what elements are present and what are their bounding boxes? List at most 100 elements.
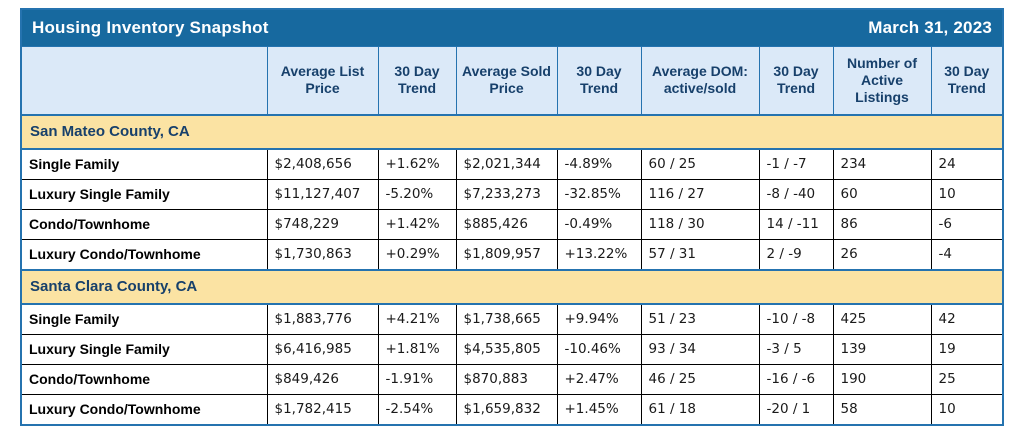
table-row: Luxury Single Family $6,416,985 +1.81% $4,5… [20,333,1004,365]
sold-price-trend: +13.22% [556,238,642,270]
row-label: Single Family [20,303,268,335]
col-header-avg-list-price: Average List Price [266,46,379,115]
active-listings: 234 [832,148,932,180]
list-price-trend: +4.21% [377,303,457,335]
housing-inventory-table: Housing Inventory Snapshot March 31, 202… [20,8,1005,426]
table-row: Condo/Townhome $748,229 +1.42% $885,426 -0.4… [20,208,1004,240]
report-date: March 31, 2023 [868,18,993,37]
dom-trend: 2 / -9 [758,238,834,270]
sold-price-trend: +9.94% [556,303,642,335]
dom-trend: -1 / -7 [758,148,834,180]
section-header-row: San Mateo County, CA [21,113,1004,150]
dom-trend: -3 / 5 [758,333,834,365]
row-label: Condo/Townhome [20,363,268,395]
row-label: Luxury Condo/Townhome [20,238,268,270]
avg-list-price: $6,416,985 [266,333,379,365]
avg-list-price: $748,229 [266,208,379,240]
avg-dom: 93 / 34 [640,333,760,365]
listings-trend: 10 [930,178,1004,210]
title-bar-row: Housing Inventory Snapshot March 31, 202… [21,9,1004,47]
row-label: Single Family [20,148,268,180]
listings-trend: 10 [930,393,1004,425]
avg-sold-price: $1,659,832 [455,393,558,425]
col-header-blank [20,46,268,115]
col-header-active-listings: Number of Active Listings [832,46,932,115]
sold-price-trend: +2.47% [556,363,642,395]
avg-dom: 57 / 31 [640,238,760,270]
sold-price-trend: -4.89% [556,148,642,180]
table-row: Single Family $2,408,656 +1.62% $2,021,344-… [20,148,1004,180]
active-listings: 26 [832,238,932,270]
list-price-trend: -5.20% [377,178,457,210]
table-row: Condo/Townhome $849,426 -1.91% $870,883 +2.4… [20,363,1004,395]
sold-price-trend: +1.45% [556,393,642,425]
avg-sold-price: $7,233,273 [455,178,558,210]
listings-trend: 42 [930,303,1004,335]
list-price-trend: +1.42% [377,208,457,240]
dom-trend: -10 / -8 [758,303,834,335]
active-listings: 86 [832,208,932,240]
active-listings: 425 [832,303,932,335]
listings-trend: 19 [930,333,1004,365]
avg-list-price: $1,883,776 [266,303,379,335]
col-header-avg-dom: Average DOM: active/sold [640,46,760,115]
row-label: Condo/Townhome [20,208,268,240]
avg-sold-price: $870,883 [455,363,558,395]
active-listings: 60 [832,178,932,210]
row-label: Luxury Condo/Townhome [20,393,268,425]
table-row: Single Family $1,883,776 +4.21% $1,738,665 +… [20,303,1004,335]
active-listings: 58 [832,393,932,425]
list-price-trend: +1.62% [377,148,457,180]
col-header-sold-trend: 30 Day Trend [556,46,642,115]
avg-sold-price: $1,809,957 [455,238,558,270]
col-header-dom-trend: 30 Day Trend [758,46,834,115]
sold-price-trend: -0.49% [556,208,642,240]
list-price-trend: -1.91% [377,363,457,395]
listings-trend: -4 [930,238,1004,270]
listings-trend: -6 [930,208,1004,240]
avg-list-price: $849,426 [266,363,379,395]
avg-sold-price: $885,426 [455,208,558,240]
avg-dom: 116 / 27 [640,178,760,210]
avg-sold-price: $4,535,805 [455,333,558,365]
sold-price-trend: -10.46% [556,333,642,365]
listings-trend: 24 [930,148,1004,180]
col-header-avg-sold-price: Average Sold Price [455,46,558,115]
avg-list-price: $2,408,656 [266,148,379,180]
dom-trend: -20 / 1 [758,393,834,425]
sold-price-trend: -32.85% [556,178,642,210]
avg-dom: 51 / 23 [640,303,760,335]
avg-dom: 46 / 25 [640,363,760,395]
row-label: Luxury Single Family [20,178,268,210]
dom-trend: -16 / -6 [758,363,834,395]
section-header: San Mateo County, CA [21,113,1004,150]
avg-list-price: $1,782,415 [266,393,379,425]
table-body: San Mateo County, CA Single Family $2,408,… [20,113,1004,425]
avg-dom: 61 / 18 [640,393,760,425]
page-title: Housing Inventory Snapshot [32,18,269,37]
list-price-trend: +0.29% [377,238,457,270]
dom-trend: -8 / -40 [758,178,834,210]
list-price-trend: -2.54% [377,393,457,425]
title-bar: Housing Inventory Snapshot March 31, 202… [21,9,1004,47]
col-header-list-trend: 30 Day Trend [377,46,457,115]
avg-list-price: $11,127,407 [266,178,379,210]
avg-dom: 60 / 25 [640,148,760,180]
column-header-row: Average List Price 30 Day Trend Average … [20,46,1004,115]
table-row: Luxury Condo/Townhome $1,730,863 +0.29% $1,… [20,238,1004,270]
list-price-trend: +1.81% [377,333,457,365]
active-listings: 139 [832,333,932,365]
table-row: Luxury Condo/Townhome $1,782,415 -2.54% $1,… [20,393,1004,425]
avg-sold-price: $2,021,344 [455,148,558,180]
row-label: Luxury Single Family [20,333,268,365]
dom-trend: 14 / -11 [758,208,834,240]
listings-trend: 25 [930,363,1004,395]
avg-dom: 118 / 30 [640,208,760,240]
active-listings: 190 [832,363,932,395]
avg-list-price: $1,730,863 [266,238,379,270]
section-header-row: Santa Clara County, CA [21,268,1004,305]
col-header-listings-trend: 30 Day Trend [930,46,1004,115]
avg-sold-price: $1,738,665 [455,303,558,335]
table-row: Luxury Single Family $11,127,407 -5.20% $7,… [20,178,1004,210]
